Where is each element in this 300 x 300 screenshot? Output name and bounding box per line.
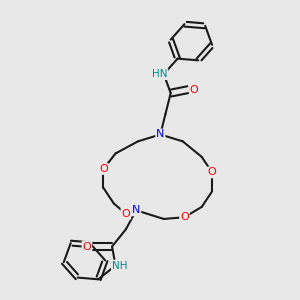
Text: O: O xyxy=(190,85,199,95)
Text: O: O xyxy=(180,212,189,222)
Text: N: N xyxy=(156,130,164,140)
Text: NH: NH xyxy=(112,260,128,271)
Text: N: N xyxy=(132,205,140,215)
Text: O: O xyxy=(122,209,130,219)
Text: HN: HN xyxy=(152,69,167,79)
Text: O: O xyxy=(99,164,108,174)
Text: O: O xyxy=(82,242,91,252)
Text: O: O xyxy=(208,167,216,177)
